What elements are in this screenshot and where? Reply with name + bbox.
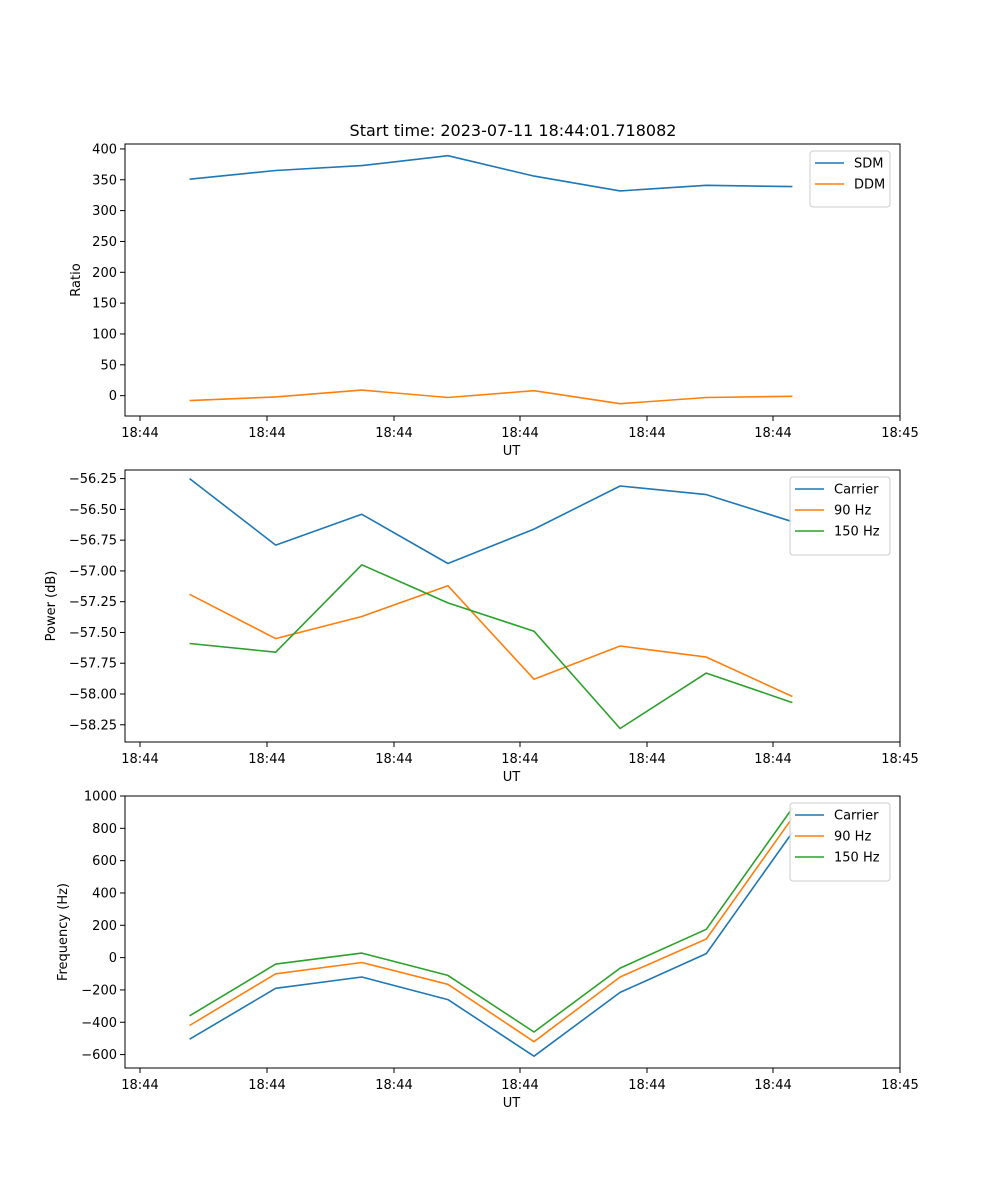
ratio-panel: 18:44 18:44 18:44 18:44 18:44 18:44 18:45 UT 0 50… <box>69 142 919 459</box>
x-tick-label: 18:45 <box>881 752 918 767</box>
x-tick-label: 18:44 <box>248 752 285 767</box>
series-line-150-hz <box>189 563 793 730</box>
y-tick-label: −400 <box>81 1016 117 1031</box>
y-tick-label: 800 <box>92 822 117 837</box>
legend-label-150-hz: 150 Hz <box>834 525 880 540</box>
x-tick-label: 18:44 <box>121 426 158 441</box>
series-line-90-hz <box>189 817 794 1043</box>
legend-label-sdm: SDM <box>854 157 883 172</box>
y-tick-label: 250 <box>92 235 117 250</box>
legend-label-carrier: Carrier <box>834 809 879 824</box>
x-axis-label: UT <box>503 444 521 459</box>
y-tick-label: −600 <box>81 1048 117 1063</box>
y-tick-label: 0 <box>109 389 117 404</box>
x-tick-label: 18:45 <box>881 1078 918 1093</box>
x-tick-label: 18:44 <box>121 1078 158 1093</box>
y-tick-label: 1000 <box>84 790 117 805</box>
series-line-ddm <box>189 389 793 405</box>
legend-box <box>789 802 891 882</box>
x-tick-label: 18:44 <box>754 752 791 767</box>
y-axis-label: Power (dB) <box>44 571 59 642</box>
y-tick-label: −200 <box>81 983 117 998</box>
x-axis-label: UT <box>503 1096 521 1111</box>
x-tick-label: 18:44 <box>628 752 665 767</box>
x-tick-label: 18:44 <box>248 426 285 441</box>
y-tick-label: −57.00 <box>69 564 117 579</box>
x-tick-label: 18:45 <box>881 426 918 441</box>
y-tick-label: 100 <box>92 327 117 342</box>
series-line-90-hz <box>189 584 793 698</box>
y-tick-label: 400 <box>92 142 117 157</box>
legend-label-ddm: DDM <box>854 178 885 193</box>
x-tick-label: 18:44 <box>501 752 538 767</box>
y-tick-label: 350 <box>92 173 117 188</box>
x-tick-label: 18:44 <box>121 752 158 767</box>
y-tick-label: 600 <box>92 854 117 869</box>
y-tick-label: 200 <box>92 919 117 934</box>
legend-box <box>809 150 891 208</box>
plot-frame <box>124 469 901 743</box>
y-tick-label: 50 <box>100 358 117 373</box>
x-tick-label: 18:44 <box>628 1078 665 1093</box>
y-axis-label: Frequency (Hz) <box>56 883 71 981</box>
chart-title: Start time: 2023-07-11 18:44:01.718082 <box>350 121 677 140</box>
x-axis-label: UT <box>503 770 521 785</box>
y-tick-label: 200 <box>92 266 117 281</box>
y-tick-label: −56.25 <box>69 472 117 487</box>
y-axis-label: Ratio <box>69 263 84 296</box>
legend-label-carrier: Carrier <box>834 483 879 498</box>
x-tick-label: 18:44 <box>754 426 791 441</box>
x-tick-label: 18:44 <box>501 1078 538 1093</box>
y-tick-label: 300 <box>92 204 117 219</box>
series-line-carrier <box>189 477 793 565</box>
x-tick-label: 18:44 <box>501 426 538 441</box>
y-tick-label: −56.50 <box>69 503 117 518</box>
legend-label-150-hz: 150 Hz <box>834 851 880 866</box>
y-tick-label: −56.75 <box>69 534 117 549</box>
x-tick-label: 18:44 <box>628 426 665 441</box>
y-tick-label: 0 <box>109 951 117 966</box>
x-tick-label: 18:44 <box>375 752 412 767</box>
x-tick-label: 18:44 <box>248 1078 285 1093</box>
power-panel: 18:44 18:44 18:44 18:44 18:44 18:44 18:45 UT −58… <box>44 469 919 785</box>
plot-frame <box>124 795 901 1069</box>
x-tick-label: 18:44 <box>754 1078 791 1093</box>
y-tick-label: −58.25 <box>69 718 117 733</box>
frequency-panel: 18:44 18:44 18:44 18:44 18:44 18:44 18:45 UT −60… <box>56 790 919 1112</box>
series-line-150-hz <box>189 807 794 1033</box>
y-tick-label: −57.75 <box>69 657 117 672</box>
y-tick-label: 150 <box>92 297 117 312</box>
legend-label-90-hz: 90 Hz <box>834 504 871 519</box>
plot-frame <box>124 143 901 417</box>
series-line-carrier <box>189 831 794 1057</box>
x-tick-label: 18:44 <box>375 426 412 441</box>
x-tick-label: 18:44 <box>375 1078 412 1093</box>
legend-label-90-hz: 90 Hz <box>834 830 871 845</box>
legend-box <box>789 476 891 556</box>
y-tick-label: −58.00 <box>69 688 117 703</box>
series-line-sdm <box>189 154 793 192</box>
y-tick-label: −57.25 <box>69 595 117 610</box>
y-tick-label: −57.50 <box>69 626 117 641</box>
y-tick-label: 400 <box>92 886 117 901</box>
